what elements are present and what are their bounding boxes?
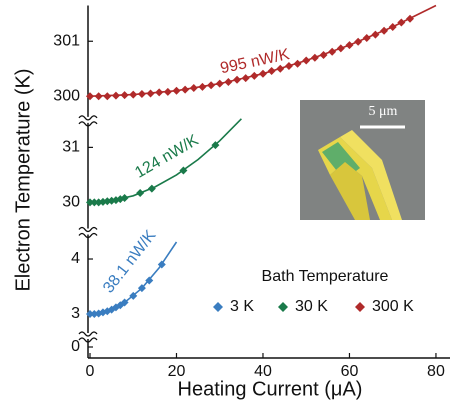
marker: [163, 87, 172, 96]
marker: [388, 22, 397, 31]
marker: [406, 14, 415, 23]
y-axis-title: Electron Temperature (K): [12, 68, 34, 291]
x-tick-label: 20: [168, 363, 186, 380]
marker: [103, 92, 112, 101]
marker: [120, 298, 129, 307]
x-tick-label: 80: [427, 363, 445, 380]
marker: [215, 79, 224, 88]
inset-lead: [340, 130, 402, 220]
marker: [120, 91, 129, 100]
marker: [146, 89, 155, 98]
legend-label: 300 K: [372, 298, 414, 315]
axis-break: [78, 331, 98, 337]
marker: [293, 59, 302, 68]
scale-label: 5 μm: [369, 104, 398, 119]
inset-image: 5 μm: [300, 100, 425, 220]
marker: [211, 141, 220, 150]
legend-title: Bath Temperature: [262, 268, 389, 285]
marker: [336, 44, 345, 53]
marker: [157, 260, 166, 269]
marker: [86, 310, 94, 319]
y-tick-label: 301: [53, 32, 80, 49]
legend-marker: [213, 302, 223, 312]
axis-break: [78, 232, 98, 239]
marker: [276, 64, 285, 73]
fit-label: 124 nW/K: [132, 132, 202, 182]
marker: [129, 90, 138, 99]
marker: [380, 26, 389, 35]
marker: [284, 61, 293, 70]
marker: [90, 198, 99, 207]
y-tick-label: 31: [62, 139, 80, 156]
legend-label: 3 K: [230, 298, 254, 315]
marker: [302, 56, 311, 65]
marker: [129, 291, 138, 300]
fit-label: 995 nW/K: [219, 46, 292, 77]
legend-marker: [278, 302, 288, 312]
marker: [181, 85, 190, 94]
marker: [250, 71, 259, 80]
x-axis-title: Heating Current (μA): [178, 378, 363, 400]
x-tick-label: 60: [341, 363, 359, 380]
axis-break: [78, 121, 98, 127]
marker: [137, 284, 146, 293]
marker: [189, 83, 198, 92]
marker: [198, 82, 207, 91]
marker: [233, 75, 242, 84]
y-tick-label: 30: [62, 194, 80, 211]
marker: [310, 53, 319, 62]
marker: [354, 37, 363, 46]
marker: [371, 30, 380, 39]
y-tick-label: 300: [53, 87, 80, 104]
axis-break: [78, 337, 98, 343]
marker: [86, 198, 94, 207]
marker: [145, 276, 154, 285]
x-tick-label: 40: [254, 363, 272, 380]
marker: [136, 189, 145, 198]
marker: [267, 66, 276, 75]
legend-label: 30 K: [295, 298, 328, 315]
inset-lead: [330, 162, 370, 220]
marker: [362, 33, 371, 42]
y-tick-label: 4: [71, 250, 80, 267]
marker: [319, 50, 328, 59]
y-tick-label: 3: [71, 305, 80, 322]
marker: [179, 166, 188, 175]
marker: [111, 91, 120, 100]
marker: [94, 92, 103, 101]
marker: [397, 18, 406, 27]
marker: [155, 88, 164, 97]
marker: [120, 193, 129, 202]
marker: [147, 184, 156, 193]
marker: [137, 90, 146, 99]
axis-break: [78, 226, 98, 233]
marker: [207, 81, 216, 90]
legend-marker: [355, 302, 365, 312]
fit-label: 38.1 nW/K: [100, 227, 160, 297]
marker: [345, 41, 354, 50]
marker: [258, 69, 267, 78]
marker: [328, 47, 337, 56]
marker: [241, 74, 250, 83]
marker: [86, 92, 94, 101]
y-tick-label: 0: [71, 338, 80, 355]
axis-break: [78, 115, 98, 121]
x-tick-label: 0: [86, 363, 95, 380]
marker: [224, 77, 233, 86]
marker: [172, 86, 181, 95]
